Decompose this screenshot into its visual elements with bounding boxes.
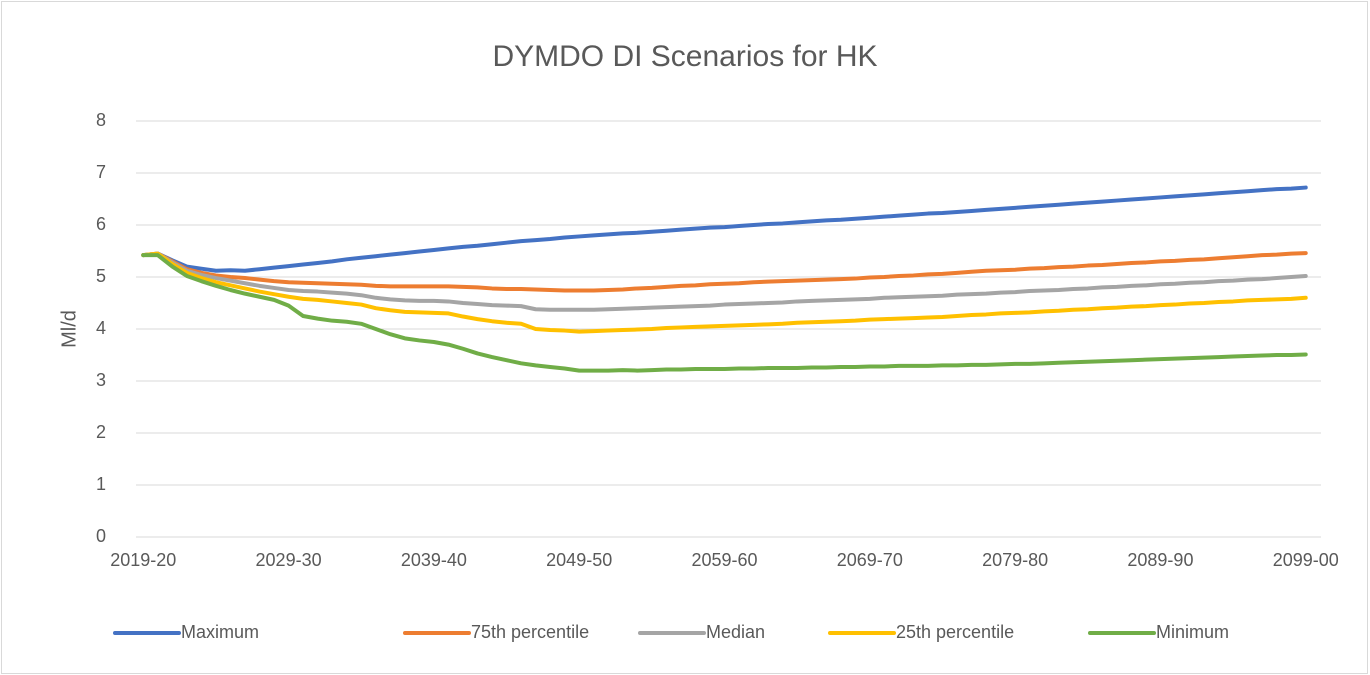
x-tick-label: 2089-90 bbox=[1127, 550, 1193, 570]
chart-title: DYMDO DI Scenarios for HK bbox=[492, 40, 877, 73]
x-tick-label: 2019-20 bbox=[110, 550, 176, 570]
x-tick-label: 2069-70 bbox=[837, 550, 903, 570]
x-tick-label: 2029-30 bbox=[256, 550, 322, 570]
series-line bbox=[141, 251, 1308, 334]
x-tick-label: 2079-80 bbox=[982, 550, 1048, 570]
series-line bbox=[141, 251, 1308, 293]
y-tick-label: 1 bbox=[96, 474, 106, 494]
x-tick-label: 2059-60 bbox=[691, 550, 757, 570]
x-tick-label: 2049-50 bbox=[546, 550, 612, 570]
y-tick-label: 2 bbox=[96, 422, 106, 442]
y-tick-label: 7 bbox=[96, 162, 106, 182]
legend-label: Maximum bbox=[181, 622, 259, 642]
y-tick-label: 3 bbox=[96, 370, 106, 390]
y-tick-label: 4 bbox=[96, 318, 106, 338]
series-line bbox=[141, 185, 1308, 273]
x-tick-label: 2099-00 bbox=[1273, 550, 1339, 570]
legend-label: 75th percentile bbox=[471, 622, 589, 642]
legend-label: Minimum bbox=[1156, 622, 1229, 642]
series-line bbox=[141, 253, 1308, 373]
y-tick-label: 5 bbox=[96, 266, 106, 286]
series-line bbox=[141, 251, 1308, 312]
y-tick-label: 8 bbox=[96, 110, 106, 130]
y-tick-label: 0 bbox=[96, 526, 106, 546]
legend-label: 25th percentile bbox=[896, 622, 1014, 642]
legend-label: Median bbox=[706, 622, 765, 642]
y-tick-label: 6 bbox=[96, 214, 106, 234]
x-tick-label: 2039-40 bbox=[401, 550, 467, 570]
y-axis-label: Ml/d bbox=[58, 310, 80, 348]
